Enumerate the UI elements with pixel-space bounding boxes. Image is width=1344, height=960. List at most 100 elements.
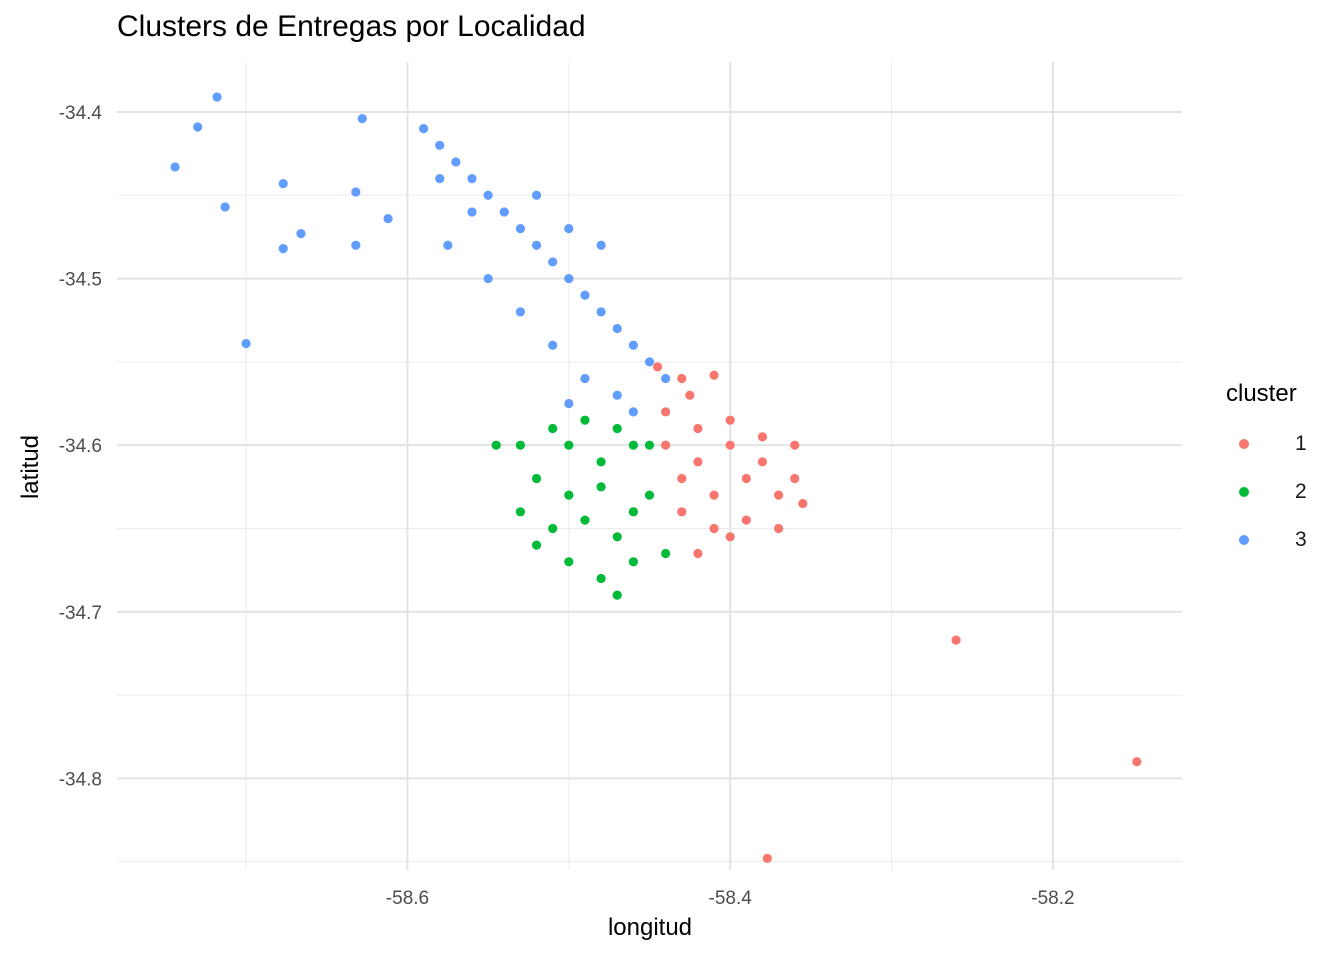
point-cluster-2 xyxy=(661,548,671,559)
point-cluster-3 xyxy=(564,273,574,284)
point-cluster-3 xyxy=(467,174,477,184)
point-cluster-3 xyxy=(193,122,203,132)
point-cluster-1 xyxy=(1132,757,1142,767)
point-cluster-3 xyxy=(531,240,542,250)
point-cluster-1 xyxy=(798,498,808,509)
point-cluster-1 xyxy=(709,523,719,534)
minor-gridlines xyxy=(117,62,1182,870)
point-cluster-3 xyxy=(596,307,606,317)
point-cluster-3 xyxy=(612,390,622,400)
point-cluster-3 xyxy=(296,228,306,239)
point-cluster-3 xyxy=(661,373,671,384)
major-gridlines xyxy=(117,62,1182,870)
point-cluster-3 xyxy=(644,357,655,367)
point-cluster-3 xyxy=(499,207,509,217)
point-cluster-2 xyxy=(628,557,638,567)
x-tick-label: -58.6 xyxy=(386,888,429,909)
point-cluster-2 xyxy=(531,473,542,484)
point-cluster-1 xyxy=(693,457,703,467)
point-cluster-1 xyxy=(757,457,768,467)
point-cluster-1 xyxy=(725,415,735,425)
point-cluster-1 xyxy=(661,440,671,450)
point-cluster-3 xyxy=(483,273,493,284)
point-cluster-1 xyxy=(762,853,772,863)
point-cluster-3 xyxy=(628,407,638,417)
legend-key-1 xyxy=(1239,439,1249,449)
y-tick-label: -34.6 xyxy=(59,436,102,457)
point-cluster-2 xyxy=(564,557,574,567)
point-cluster-1 xyxy=(661,407,671,417)
x-axis-title: longitud xyxy=(607,914,693,941)
point-cluster-3 xyxy=(596,240,606,250)
point-cluster-2 xyxy=(580,415,590,425)
point-cluster-2 xyxy=(628,507,638,517)
point-cluster-3 xyxy=(357,114,367,124)
x-axis-tick-labels: -58.6 -58.4 -58.2 xyxy=(386,888,1075,909)
point-cluster-3 xyxy=(531,190,542,200)
point-cluster-1 xyxy=(677,473,687,484)
point-cluster-2 xyxy=(596,482,606,492)
legend-label-3: 3 xyxy=(1295,528,1307,551)
point-cluster-2 xyxy=(491,440,501,450)
point-cluster-3 xyxy=(418,124,429,134)
point-cluster-3 xyxy=(278,243,288,254)
point-cluster-1 xyxy=(741,515,751,525)
point-cluster-3 xyxy=(564,398,574,409)
x-tick-label: -58.2 xyxy=(1031,888,1074,909)
y-tick-label: -34.8 xyxy=(59,769,102,790)
point-cluster-3 xyxy=(170,162,180,172)
point-cluster-3 xyxy=(548,257,558,267)
point-cluster-2 xyxy=(548,423,558,434)
point-cluster-3 xyxy=(580,290,590,300)
legend-key-3 xyxy=(1239,535,1249,545)
point-cluster-3 xyxy=(351,240,361,250)
point-cluster-3 xyxy=(580,373,590,384)
point-cluster-3 xyxy=(435,174,445,184)
point-cluster-3 xyxy=(220,202,230,212)
point-cluster-1 xyxy=(773,523,784,534)
point-cluster-2 xyxy=(644,440,655,450)
legend-item-3: 3 xyxy=(1226,516,1307,564)
point-cluster-1 xyxy=(693,548,703,559)
point-cluster-2 xyxy=(564,440,574,450)
point-cluster-3 xyxy=(483,190,493,200)
point-cluster-1 xyxy=(652,362,663,372)
point-cluster-1 xyxy=(757,432,768,442)
y-axis-title: latitud xyxy=(17,434,44,500)
legend-label-1: 1 xyxy=(1295,432,1307,455)
point-cluster-1 xyxy=(693,423,703,434)
point-cluster-2 xyxy=(612,532,622,542)
legend-key-2 xyxy=(1239,487,1249,497)
point-cluster-1 xyxy=(677,507,687,517)
point-cluster-1 xyxy=(951,635,961,645)
legend-item-2: 2 xyxy=(1226,468,1307,516)
x-tick-label: -58.4 xyxy=(709,888,753,909)
point-cluster-3 xyxy=(278,179,288,189)
point-cluster-1 xyxy=(773,490,784,500)
point-cluster-3 xyxy=(515,223,526,234)
y-axis-tick-labels: -34.4 -34.5 -34.6 -34.7 -34.8 xyxy=(59,103,103,790)
point-cluster-3 xyxy=(435,140,445,150)
point-cluster-2 xyxy=(548,523,558,534)
point-cluster-2 xyxy=(612,423,622,434)
point-cluster-2 xyxy=(531,540,542,550)
point-cluster-1 xyxy=(709,370,719,380)
point-cluster-3 xyxy=(451,157,461,167)
legend-label-2: 2 xyxy=(1295,480,1307,503)
point-cluster-3 xyxy=(212,92,222,102)
point-cluster-1 xyxy=(790,440,800,450)
chart-title: Clusters de Entregas por Localidad xyxy=(117,10,586,43)
point-cluster-3 xyxy=(548,340,558,350)
point-cluster-3 xyxy=(564,223,574,234)
point-cluster-1 xyxy=(677,373,687,384)
point-cluster-3 xyxy=(443,240,453,250)
y-tick-label: -34.4 xyxy=(59,103,103,124)
point-cluster-3 xyxy=(467,207,477,217)
point-cluster-2 xyxy=(564,490,574,500)
point-cluster-2 xyxy=(515,507,526,517)
point-cluster-2 xyxy=(628,440,638,450)
point-cluster-3 xyxy=(351,187,361,197)
point-cluster-2 xyxy=(596,573,606,584)
point-cluster-1 xyxy=(709,490,719,500)
